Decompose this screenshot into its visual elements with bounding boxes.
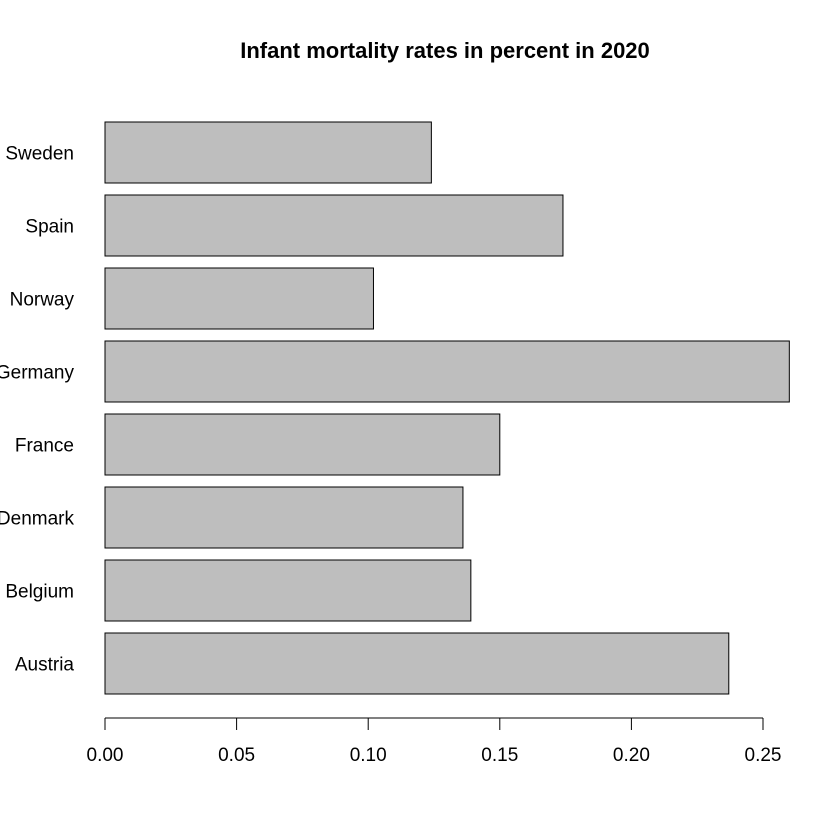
category-label-belgium: Belgium [5,582,74,603]
chart-title: Infant mortality rates in percent in 202… [240,38,650,63]
category-label-sweden: Sweden [5,144,74,165]
x-tick-label: 0.15 [481,745,518,766]
category-label-denmark: Denmark [0,509,74,530]
category-label-spain: Spain [25,217,74,238]
category-label-france: France [15,436,74,457]
x-tick-label: 0.25 [745,745,782,766]
x-tick-label: 0.00 [87,745,124,766]
x-tick-label: 0.20 [613,745,650,766]
category-label-germany: Germany [0,363,74,384]
bar-denmark [104,486,464,549]
x-tick-label: 0.10 [350,745,387,766]
bar-sweden [104,121,432,184]
x-axis: 0.00 0.05 0.10 0.15 0.20 0.25 [87,717,782,766]
bar-france [104,413,501,476]
bar-austria [104,632,730,695]
category-labels: Austria Belgium Denmark France Germany Norway… [0,144,74,676]
bar-belgium [104,559,472,622]
bars-group [104,121,790,695]
bar-norway [104,267,374,330]
category-label-austria: Austria [15,655,75,676]
x-tick-label: 0.05 [218,745,255,766]
bar-germany [104,340,790,403]
bar-spain [104,194,564,257]
category-label-norway: Norway [10,290,75,311]
